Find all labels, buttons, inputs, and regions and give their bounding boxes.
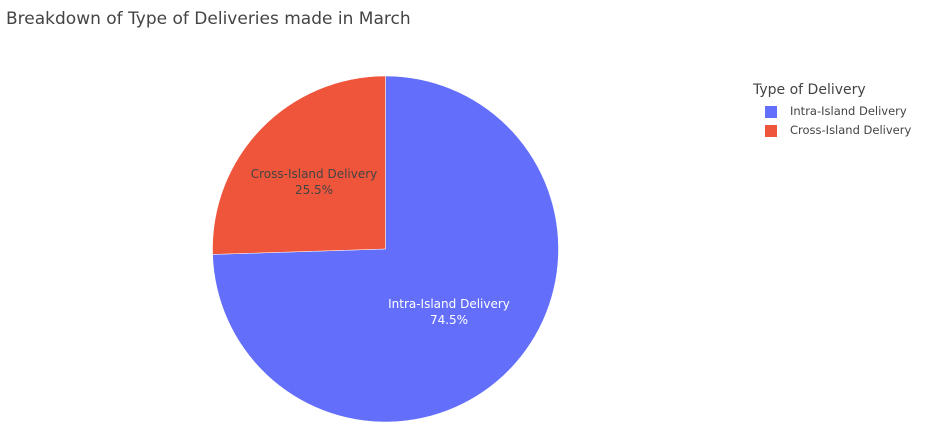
legend-title: Type of Delivery	[753, 82, 866, 98]
slice-percent-intra-island-delivery: 74.5%	[430, 313, 468, 327]
legend: Type of Delivery Intra-Island Delivery C…	[753, 82, 911, 140]
slice-percent-cross-island-delivery: 25.5%	[295, 183, 333, 197]
legend-label-cross-island: Cross-Island Delivery	[790, 123, 912, 137]
slice-label-intra-island-delivery: Intra-Island Delivery	[388, 297, 510, 311]
legend-label-intra-island: Intra-Island Delivery	[790, 104, 907, 118]
legend-swatch-cross-island	[765, 125, 777, 137]
legend-swatch-intra-island	[765, 106, 777, 118]
legend-item-cross-island[interactable]: Cross-Island Delivery	[753, 121, 911, 140]
slice-label-cross-island-delivery: Cross-Island Delivery	[251, 167, 378, 181]
chart-title: Breakdown of Type of Deliveries made in …	[6, 9, 411, 29]
pie-slice-cross-island-delivery[interactable]	[212, 75, 386, 255]
legend-item-intra-island[interactable]: Intra-Island Delivery	[753, 102, 907, 121]
